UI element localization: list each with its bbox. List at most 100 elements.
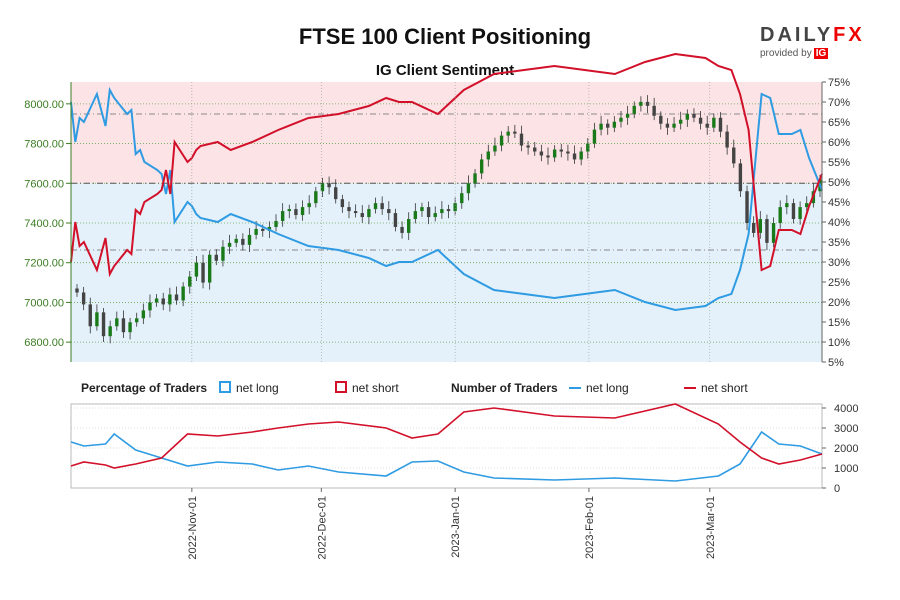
candle-body xyxy=(778,207,782,223)
candle-body xyxy=(539,151,544,156)
candle-body xyxy=(586,143,590,152)
candle-body xyxy=(314,191,318,204)
price-tick-label: 8000.00 xyxy=(24,99,64,111)
short-area-background xyxy=(71,82,822,184)
candle-body xyxy=(261,228,265,231)
candle-body xyxy=(446,209,451,212)
net-long-pct-line xyxy=(70,86,823,312)
candle-body xyxy=(154,298,159,303)
candle-body xyxy=(479,159,484,174)
candle-body xyxy=(652,105,656,116)
candle-body xyxy=(533,147,537,152)
candle-body xyxy=(400,226,404,233)
legend-short-label: net short xyxy=(352,381,399,395)
candle-body xyxy=(460,193,464,204)
candle-body xyxy=(758,219,762,233)
price-tick-label: 6800.00 xyxy=(24,337,64,349)
candle-body xyxy=(433,213,437,218)
candle-body xyxy=(506,131,510,136)
candle-body xyxy=(214,254,219,261)
candle-body xyxy=(440,209,444,214)
candle-body xyxy=(599,123,603,130)
candle-body xyxy=(75,288,79,293)
candle-body xyxy=(566,151,570,154)
candle-body xyxy=(732,147,736,164)
logo-fx-text: FX xyxy=(833,24,865,46)
dailyfx-logo: DAILYFX provided by IG xyxy=(760,24,870,59)
upper-grid xyxy=(71,103,822,343)
date-tick-label: 2023-Jan-01 xyxy=(450,496,462,558)
price-tick-label: 7400.00 xyxy=(24,218,64,230)
candle-body xyxy=(426,207,431,218)
candle-body xyxy=(785,203,789,208)
candle-body xyxy=(353,211,358,214)
candle-body xyxy=(559,149,563,152)
candle-body xyxy=(546,155,550,158)
candle-body xyxy=(135,318,139,323)
legend-short-swatch xyxy=(335,381,347,393)
price-tick-label: 7200.00 xyxy=(24,258,64,270)
candle-body xyxy=(221,246,225,261)
candle-body xyxy=(619,117,623,122)
candle-body xyxy=(745,191,749,223)
candle-body xyxy=(380,203,384,210)
percent-tick-label: 25% xyxy=(828,277,850,289)
net-long-count-line xyxy=(70,430,823,482)
candle-body xyxy=(148,302,152,311)
candle-body xyxy=(274,221,278,227)
candle-body xyxy=(128,322,132,333)
candle-body xyxy=(632,105,636,114)
candle-body xyxy=(798,207,802,220)
candle-body xyxy=(665,123,670,128)
date-axis: 2022-Nov-01 2022-Dec-01 2023-Jan-01 2023-Fe… xyxy=(187,488,717,560)
candle-body xyxy=(453,203,457,212)
percent-tick-label: 5% xyxy=(828,357,844,369)
percent-tick-label: 75% xyxy=(828,77,850,89)
candle-body xyxy=(805,203,809,208)
percent-tick-label: 30% xyxy=(828,257,850,269)
price-tick-label: 7800.00 xyxy=(24,139,64,151)
candle-body xyxy=(188,276,192,287)
candle-body xyxy=(685,113,690,120)
candle-body xyxy=(698,117,703,124)
price-axis: 8000.00 7800.00 7600.00 7400.00 7200.00 7000.… xyxy=(24,82,72,362)
candle-body xyxy=(526,145,530,148)
chart-subtitle: IG Client Sentiment xyxy=(375,62,515,79)
candle-body xyxy=(241,238,245,245)
candle-body xyxy=(572,153,577,160)
candle-body xyxy=(101,312,106,337)
candle-body xyxy=(579,151,583,160)
percent-axis: 75% 70% 65% 60% 55% 50% 45% 40% 35% 30% 25% 20% 15% 1… xyxy=(821,77,850,369)
count-tick-label: 2000 xyxy=(834,443,858,455)
candle-body xyxy=(771,222,776,243)
candle-body xyxy=(738,163,743,192)
lower-panel-frame xyxy=(70,403,823,489)
legend-long-label: net long xyxy=(236,381,279,395)
candle-body xyxy=(393,213,398,227)
count-tick-label: 0 xyxy=(834,483,840,495)
candle-body xyxy=(347,207,351,212)
candle-body xyxy=(168,294,172,305)
logo-sub-text: provided by xyxy=(760,48,812,59)
upper-panel-background xyxy=(71,82,822,362)
date-tick-label: 2022-Dec-01 xyxy=(316,496,328,560)
percent-tick-label: 60% xyxy=(828,137,850,149)
price-tick-label: 7000.00 xyxy=(24,297,64,309)
legend-long-line-label: net long xyxy=(586,381,629,395)
candle-body xyxy=(718,117,723,132)
candle-body xyxy=(645,101,650,106)
candle-body xyxy=(639,101,643,106)
candle-body xyxy=(373,203,378,210)
candle-body xyxy=(552,149,557,158)
candle-body xyxy=(360,213,364,218)
candle-body xyxy=(725,131,729,148)
candle-body xyxy=(606,123,610,128)
percentage-lines xyxy=(70,52,823,312)
candle-body xyxy=(791,203,796,220)
percent-tick-label: 70% xyxy=(828,97,850,109)
trader-count-axis: 4000 3000 2000 1000 0 xyxy=(822,403,858,495)
candle-body xyxy=(207,254,212,283)
candle-body xyxy=(227,242,232,247)
candle-body xyxy=(254,228,258,235)
logo-main-text: DAILY xyxy=(760,24,834,46)
